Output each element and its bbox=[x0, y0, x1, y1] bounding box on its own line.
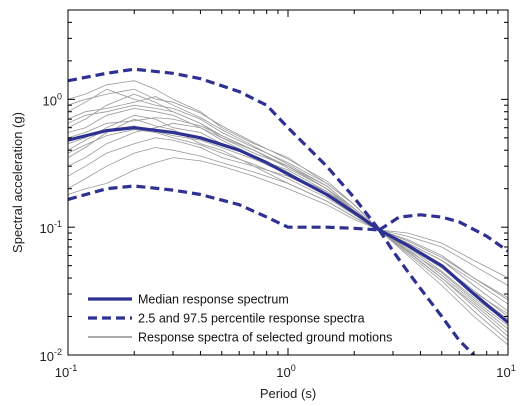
axis-ticks-group bbox=[67, 9, 508, 356]
legend-entry-percentile: 2.5 and 97.5 percentile response spectra bbox=[138, 312, 365, 326]
legend-entry-ground-motions: Response spectra of selected ground moti… bbox=[138, 331, 392, 345]
median-line-0 bbox=[68, 126, 508, 324]
x-axis-label: Period (s) bbox=[260, 386, 316, 401]
ground-motion-line-3 bbox=[68, 88, 508, 333]
ground-motion-line-12 bbox=[68, 157, 508, 279]
spectra-series-group bbox=[68, 67, 508, 355]
ground-motion-line-7 bbox=[68, 147, 508, 286]
percentile-line-1 bbox=[68, 67, 381, 231]
x-tick-label: 100 bbox=[276, 363, 295, 380]
y-axis-label: Spectral acceleration (g) bbox=[10, 112, 25, 253]
x-tick-label: 101 bbox=[496, 363, 515, 380]
y-tick-label: 100 bbox=[43, 91, 62, 108]
ground-motion-line-5 bbox=[68, 122, 508, 305]
ground-motion-line-10 bbox=[68, 96, 508, 326]
percentile-line-2 bbox=[378, 213, 508, 253]
ground-motion-line-11 bbox=[68, 117, 508, 315]
ground-motion-line-15 bbox=[68, 88, 508, 337]
legend-entry-median: Median response spectrum bbox=[138, 293, 289, 307]
y-tick-label: 10-2 bbox=[40, 347, 62, 364]
ground-motion-line-6 bbox=[68, 80, 508, 346]
legend: Median response spectrum 2.5 and 97.5 pe… bbox=[88, 293, 392, 345]
percentile-line-3 bbox=[68, 184, 380, 232]
ground-motion-line-2 bbox=[68, 137, 508, 299]
percentile-line-4 bbox=[377, 229, 476, 355]
ground-motion-line-4 bbox=[68, 114, 508, 317]
ground-motion-line-14 bbox=[68, 129, 508, 301]
x-tick-label: 10-1 bbox=[55, 363, 77, 380]
ground-motion-line-13 bbox=[68, 104, 508, 341]
y-tick-label: 10-1 bbox=[40, 219, 62, 236]
ground-motion-line-9 bbox=[68, 125, 508, 320]
